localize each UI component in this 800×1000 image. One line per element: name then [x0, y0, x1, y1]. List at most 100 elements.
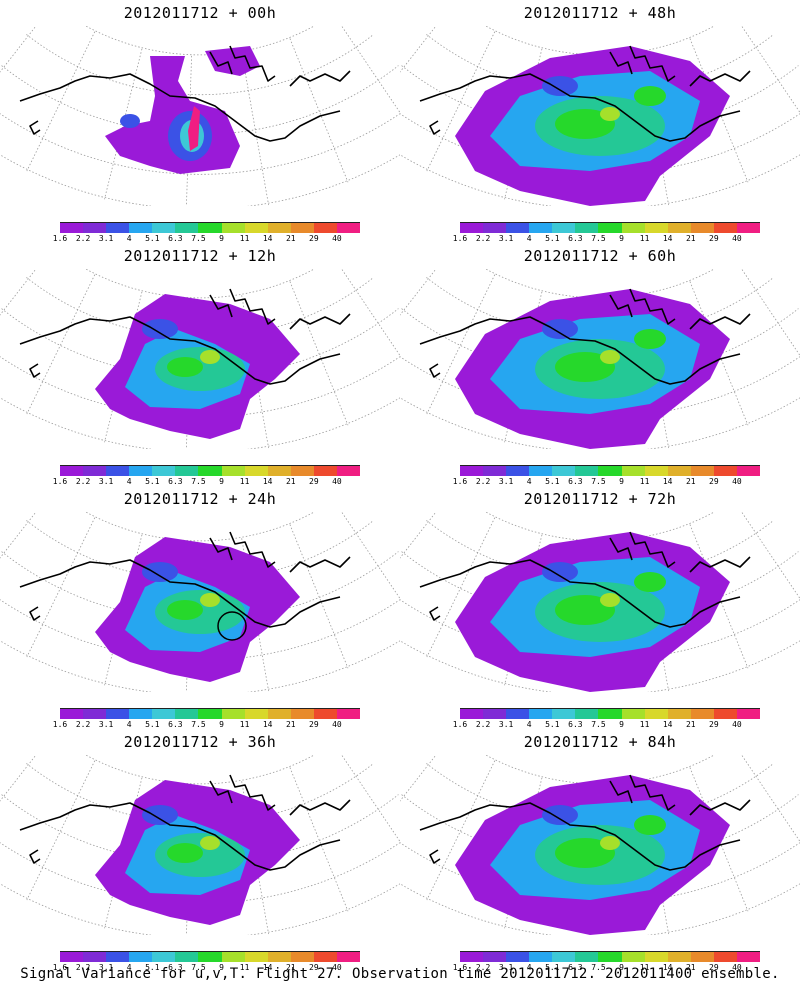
colorbar-swatch: [667, 709, 691, 719]
forecast-map: [400, 512, 800, 692]
map-panel: 2012011712 + 36h 1.6 2.2 3.1 4 5.1 6.3 7.5 9 11 14…: [0, 729, 400, 974]
colorbar-swatch: [736, 952, 761, 962]
colorbar-swatch: [575, 466, 599, 476]
colorbar-tick-label: 3.1: [98, 963, 114, 972]
colorbar: [460, 465, 761, 476]
colorbar-swatch: [644, 466, 668, 476]
colorbar-swatch: [198, 223, 222, 233]
panel-title: 2012011712 + 48h: [523, 4, 677, 22]
colorbar-tick-label: 5.1: [145, 720, 160, 729]
colorbar-swatch: [552, 952, 576, 962]
colorbar-tick-label: 29: [309, 234, 319, 243]
colorbar-swatch: [313, 709, 337, 719]
colorbar-tick-label: 6.3: [168, 963, 183, 972]
colorbar-tick-label: 1.6: [452, 234, 468, 243]
colorbar-tick-label: 14: [262, 234, 273, 243]
colorbar-swatch: [221, 466, 245, 476]
colorbar-swatch: [244, 952, 268, 962]
forecast-map: [400, 269, 800, 449]
panel-title: 2012011712 + 24h: [123, 490, 277, 508]
colorbar-tick-label: 14: [262, 720, 273, 729]
colorbar-tick-label: 14: [262, 477, 273, 486]
colorbar-swatch: [529, 466, 553, 476]
coastline: [19, 531, 351, 628]
colorbar-swatch: [175, 952, 199, 962]
colorbar-tick-label: 5.1: [145, 963, 160, 972]
coastline: [419, 288, 751, 385]
colorbar-tick-label: 4: [126, 234, 132, 243]
colorbar-tick-label: 9: [219, 234, 224, 243]
colorbar-swatch: [598, 466, 622, 476]
colorbar-tick-label: 3.1: [498, 234, 514, 243]
map-panel: 2012011712 + 60h 1.6 2.2 3.1 4 5.1 6.3 7.5 9 11 14…: [400, 243, 800, 488]
colorbar-swatch: [267, 709, 291, 719]
coastline: [419, 774, 751, 871]
colorbar-tick-label: 9: [619, 234, 624, 243]
colorbar-tick-label: 4: [126, 720, 132, 729]
colorbar-tick-label: 9: [619, 720, 624, 729]
colorbar-swatch: [244, 466, 268, 476]
colorbar-swatch: [575, 709, 599, 719]
colorbar-swatch: [60, 466, 84, 476]
colorbar-swatch: [83, 952, 107, 962]
colorbar-swatch: [290, 466, 314, 476]
colorbar: [60, 708, 361, 719]
colorbar-swatch: [336, 952, 361, 962]
colorbar-swatch: [106, 952, 130, 962]
colorbar-tick-label: 4: [526, 234, 532, 243]
colorbar-tick-label: 14: [262, 963, 273, 972]
colorbar-tick-label: 5.1: [145, 477, 160, 486]
colorbar-swatch: [129, 466, 153, 476]
colorbar-tick-label: 29: [309, 477, 319, 486]
colorbar-swatch: [460, 466, 484, 476]
colorbar-ticks: 1.6 2.2 3.1 4 5.1 6.3 7.5 9 11 14 21 29 40: [53, 234, 360, 244]
colorbar-tick-label: 2.2: [475, 963, 491, 972]
colorbar-swatch: [106, 223, 130, 233]
colorbar-swatch: [621, 223, 645, 233]
colorbar-tick-label: 11: [639, 720, 650, 729]
colorbar-tick-label: 29: [709, 720, 719, 729]
colorbar-tick-label: 2.2: [75, 963, 91, 972]
colorbar-swatch: [644, 952, 668, 962]
colorbar-tick-label: 7.5: [191, 720, 206, 729]
colorbar-swatch: [106, 709, 130, 719]
colorbar-tick-label: 2.2: [475, 234, 491, 243]
colorbar-tick-label: 5.1: [145, 234, 160, 243]
colorbar-swatch: [667, 223, 691, 233]
colorbar-swatch: [60, 709, 84, 719]
variance-field: [455, 532, 730, 692]
colorbar-swatch: [290, 223, 314, 233]
colorbar-swatch: [644, 223, 668, 233]
colorbar-tick-label: 1.6: [52, 963, 68, 972]
coastline: [419, 531, 751, 628]
map-panel: 2012011712 + 84h 1.6 2.2 3.1 4 5.1 6.3 7.5 9 11 14…: [400, 729, 800, 974]
colorbar-swatch: [529, 952, 553, 962]
colorbar-tick-label: 2.2: [475, 720, 491, 729]
colorbar-swatch: [506, 223, 530, 233]
colorbar-tick-label: 21: [285, 234, 296, 243]
colorbar-swatch: [483, 223, 507, 233]
colorbar-tick-label: 14: [662, 720, 673, 729]
colorbar-swatch: [529, 709, 553, 719]
colorbar-ticks: 1.6 2.2 3.1 4 5.1 6.3 7.5 9 11 14 21 29 40: [453, 234, 760, 244]
colorbar-tick-label: 11: [639, 234, 650, 243]
colorbar-tick-label: 21: [285, 963, 296, 972]
colorbar-swatch: [713, 709, 737, 719]
colorbar-swatch: [575, 223, 599, 233]
colorbar-swatch: [552, 709, 576, 719]
colorbar-tick-label: 9: [219, 477, 224, 486]
observation-circle: [217, 611, 247, 641]
coastline: [19, 288, 351, 385]
colorbar-tick-label: 29: [709, 234, 719, 243]
map-panel: 2012011712 + 72h 1.6 2.2 3.1 4 5.1 6.3 7.5 9 11 14…: [400, 486, 800, 731]
colorbar-tick-label: 7.5: [191, 963, 206, 972]
colorbar-swatch: [313, 466, 337, 476]
variance-field: [455, 46, 730, 206]
colorbar-tick-label: 6.3: [168, 477, 183, 486]
coastline: [419, 45, 751, 142]
colorbar-swatch: [313, 952, 337, 962]
colorbar-tick-label: 21: [285, 477, 296, 486]
colorbar-swatch: [244, 223, 268, 233]
colorbar-swatch: [267, 223, 291, 233]
colorbar-tick-label: 11: [239, 477, 250, 486]
